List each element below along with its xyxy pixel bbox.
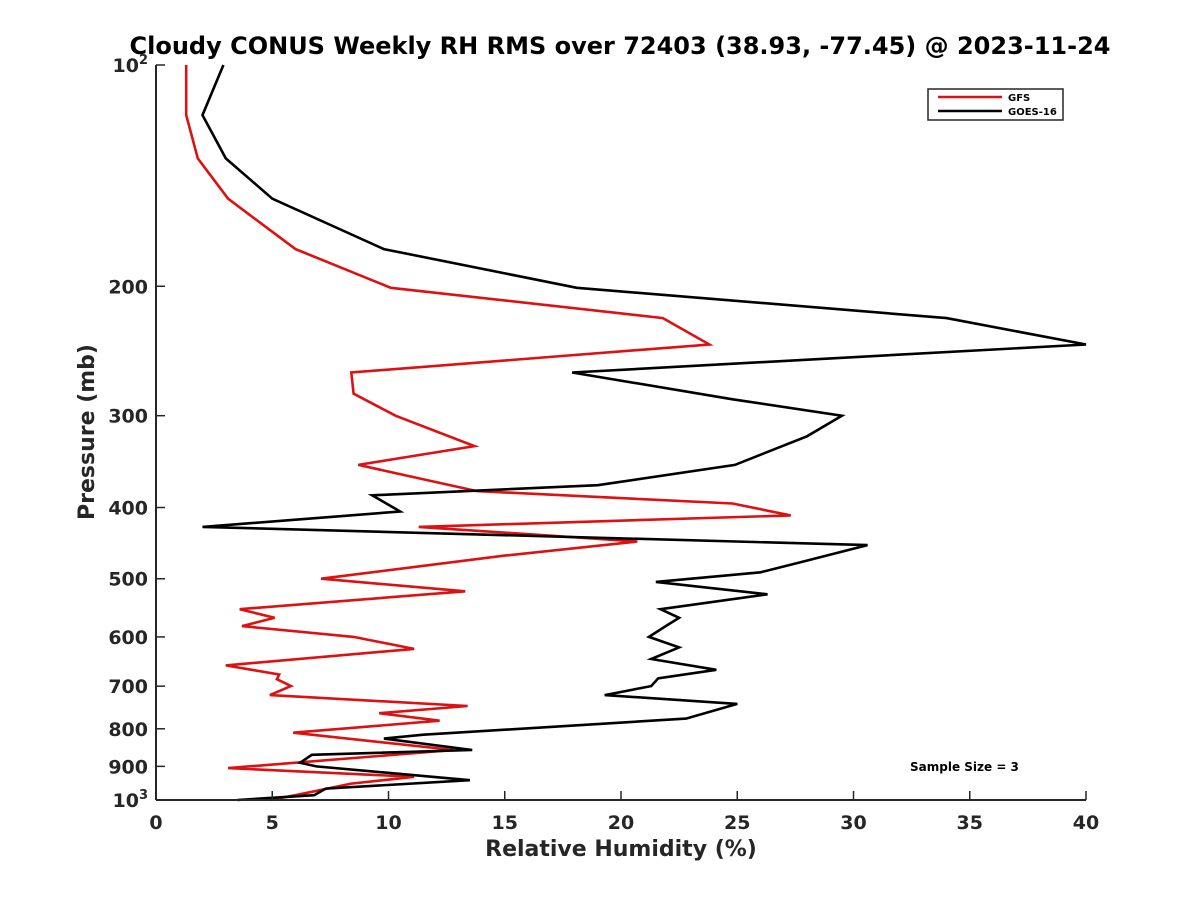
x-tick-label: 0	[149, 812, 162, 834]
y-tick-label: 800	[108, 719, 148, 741]
x-tick-label: 25	[724, 812, 750, 834]
y-tick-label: 600	[108, 627, 148, 649]
x-axis-ticks: 0 5 10 15 20 25 30 35 40	[149, 791, 1099, 834]
y-tick-label: 700	[108, 676, 148, 698]
y-tick-label: 103	[113, 788, 149, 812]
series-layer	[184, 64, 1087, 802]
chart-title: Cloudy CONUS Weekly RH RMS over 72403 (3…	[130, 32, 1111, 60]
x-tick-label: 15	[492, 812, 518, 834]
x-tick-label: 30	[840, 812, 866, 834]
y-tick-label: 300	[108, 406, 148, 428]
legend-label-goes16: GOES-16	[1008, 107, 1057, 118]
x-tick-label: 10	[375, 812, 401, 834]
x-tick-label: 20	[608, 812, 634, 834]
y-tick-label: 400	[108, 498, 148, 520]
y-axis-ticks: 102 200 300 400 500 600 700 800 900 103	[108, 53, 165, 812]
legend-label-gfs: GFS	[1008, 93, 1030, 104]
y-tick-label: 102	[113, 53, 149, 77]
sample-size-annotation: Sample Size = 3	[910, 760, 1019, 774]
x-axis-label: Relative Humidity (%)	[485, 837, 757, 862]
y-tick-label: 200	[108, 276, 148, 298]
x-tick-label: 40	[1073, 812, 1099, 834]
plot-area: 0 5 10 15 20 25 30 35 40 102 200 300 400 500 600 700 80…	[108, 53, 1099, 834]
y-tick-label: 500	[108, 569, 148, 591]
y-axis-label: Pressure (mb)	[75, 344, 100, 520]
x-tick-label: 5	[266, 812, 279, 834]
series-line-gfs	[184, 65, 791, 802]
legend: GFS GOES-16	[927, 88, 1064, 121]
series-line-goes16	[201, 64, 1087, 802]
legend-box	[927, 88, 1064, 121]
y-tick-label: 900	[108, 756, 148, 778]
x-tick-label: 35	[957, 812, 983, 834]
